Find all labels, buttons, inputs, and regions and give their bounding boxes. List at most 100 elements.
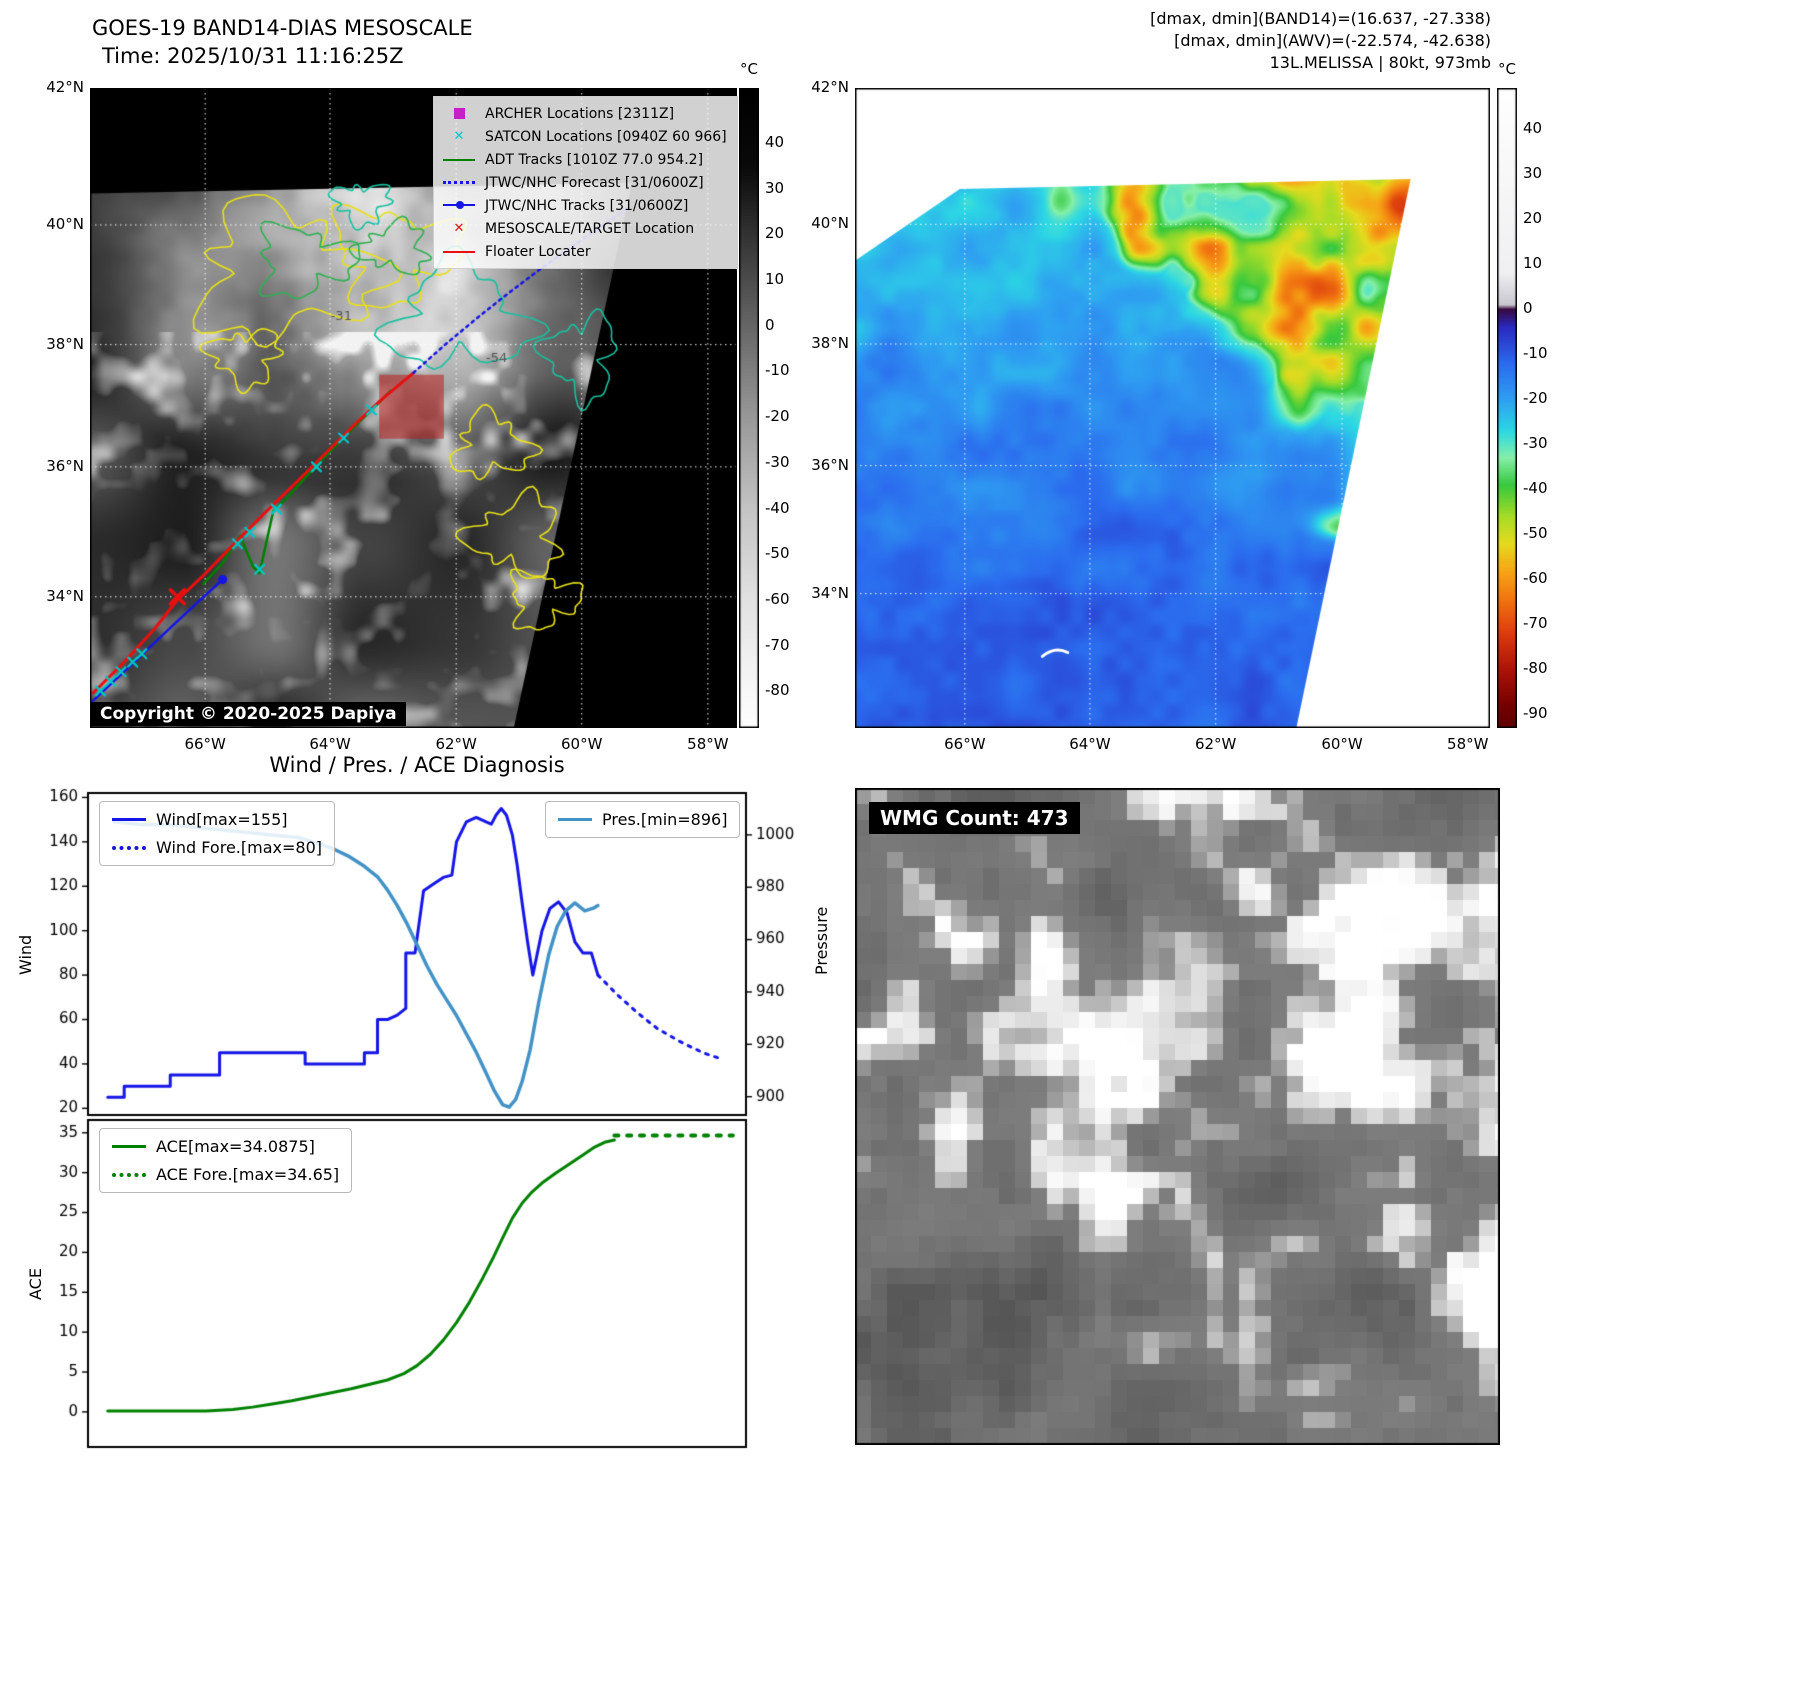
ace-axis-label: ACE [26, 1268, 45, 1300]
dotted-marker-icon [442, 181, 476, 184]
dmax-dmin-band14: [dmax, dmin](BAND14)=(16.637, -27.338) [1150, 9, 1491, 28]
pressure-axis-label: Pressure [812, 906, 831, 975]
awv-colorbar-tick: -50 [1523, 524, 1548, 543]
awv-colorbar-tick: -80 [1523, 659, 1548, 678]
ir-colorbar-tick: 0 [765, 315, 775, 334]
awv-colorbar-tick: -70 [1523, 614, 1548, 633]
storm-info-block: [dmax, dmin](BAND14)=(16.637, -27.338) [… [1150, 8, 1491, 74]
awv-lon-tick: 62°W [1194, 735, 1237, 753]
wmg-pixel-map [855, 788, 1500, 1445]
legend-item: Pres.[min=896] [558, 810, 727, 829]
awv-lon-tick: 60°W [1321, 735, 1363, 753]
ir-colorbar-tick: 20 [765, 224, 785, 243]
awv-colorbar-tick: 10 [1523, 253, 1543, 272]
legend-label: ARCHER Locations [2311Z] [485, 105, 675, 122]
legend-item: ACE[max=34.0875] [112, 1137, 339, 1156]
line-marker-icon [442, 250, 476, 253]
legend-item: ARCHER Locations [2311Z] [442, 104, 727, 123]
awv-lat-tick: 34°N [811, 583, 849, 602]
awv-colorbar-tick: -40 [1523, 479, 1548, 498]
pressure-legend: Pres.[min=896] [545, 801, 741, 838]
line-sample-icon [443, 158, 475, 161]
legend-label: SATCON Locations [0940Z 60 966] [485, 128, 727, 145]
ir-lon-tick: 66°W [184, 735, 226, 753]
line-sample-icon [112, 845, 146, 850]
line-marker-icon [442, 158, 476, 161]
ir-colorbar-tick: -50 [765, 544, 790, 563]
line-dot-sample-icon [443, 201, 475, 210]
copyright-label: Copyright © 2020-2025 Dapiya [91, 702, 406, 726]
ir-colorbar-tick: 30 [765, 178, 785, 197]
legend-label: ACE[max=34.0875] [156, 1137, 315, 1156]
legend-item: ACE Fore.[max=34.65] [112, 1165, 339, 1184]
ir-colorbar-tick: -60 [765, 590, 790, 608]
legend-label: JTWC/NHC Forecast [31/0600Z] [485, 174, 704, 191]
awv-colorbar-tick: -60 [1523, 569, 1548, 588]
ir-colorbar [739, 88, 759, 728]
ir-lat-tick: 42°N [46, 78, 84, 96]
awv-colorbar-tick: 20 [1523, 208, 1543, 227]
ir-lat-tick: 34°N [46, 586, 84, 605]
legend-item: Wind Fore.[max=80] [112, 838, 322, 857]
legend-item: Wind[max=155] [112, 810, 322, 829]
legend-label: ACE Fore.[max=34.65] [156, 1165, 340, 1184]
dotted-line-sample-icon [443, 181, 475, 184]
awv-colorbar-tick: -30 [1523, 434, 1548, 453]
dmax-dmin-awv: [dmax, dmin](AWV)=(-22.574, -42.638) [1174, 31, 1491, 50]
legend-item: JTWC/NHC Forecast [31/0600Z] [442, 173, 727, 192]
ir-colorbar-unit: °C [740, 60, 758, 78]
ir-lon-tick: 62°W [435, 735, 477, 753]
ir-colorbar-tick: -10 [765, 361, 790, 380]
awv-colorbar-tick: 30 [1523, 163, 1543, 182]
legend-item: ✕ SATCON Locations [0940Z 60 966] [442, 127, 727, 146]
legend-label: ADT Tracks [1010Z 77.0 954.2] [485, 151, 704, 168]
legend-label: Floater Locater [485, 243, 591, 260]
awv-colorbar-tick: 40 [1523, 118, 1543, 137]
archer-square-icon [453, 108, 465, 119]
ir-colorbar-tick: -80 [765, 681, 790, 700]
ir-lat-tick: 40°N [46, 214, 84, 233]
awv-colorbar-tick: -90 [1523, 704, 1548, 723]
awv-lon-tick: 66°W [944, 735, 986, 753]
line-sample-icon [443, 250, 475, 253]
legend-label: Pres.[min=896] [602, 810, 728, 829]
x-marker-icon: ✕ [453, 129, 465, 144]
legend-item: JTWC/NHC Tracks [31/0600Z] [442, 196, 727, 215]
awv-lon-tick: 58°W [1447, 735, 1489, 753]
wind-pressure-ace-chart [20, 780, 820, 1452]
awv-satellite-map [855, 88, 1490, 728]
x-marker-icon: ✕ [442, 130, 476, 143]
legend-item: Floater Locater [442, 242, 727, 261]
legend-label: JTWC/NHC Tracks [31/0600Z] [485, 197, 689, 214]
line-sample-icon [112, 1145, 146, 1148]
legend-label: Wind Fore.[max=80] [156, 838, 322, 857]
wind-legend: Wind[max=155] Wind Fore.[max=80] [99, 801, 335, 866]
ir-panel-subtitle: Time: 2025/10/31 11:16:25Z [102, 44, 404, 68]
wmg-count-label: WMG Count: 473 [869, 802, 1080, 834]
awv-lon-tick: 64°W [1069, 735, 1111, 753]
ir-colorbar-tick: 10 [765, 270, 785, 288]
ir-lat-tick: 38°N [46, 334, 84, 353]
x-marker-icon: ✕ [442, 222, 476, 235]
awv-lat-tick: 36°N [811, 455, 849, 474]
square-marker-icon [442, 108, 476, 119]
ir-panel-title: GOES-19 BAND14-DIAS MESOSCALE [92, 16, 473, 40]
ir-colorbar-tick: -40 [765, 498, 790, 517]
legend-label: Wind[max=155] [156, 810, 288, 829]
awv-colorbar-tick: -20 [1523, 388, 1548, 407]
awv-colorbar [1497, 88, 1517, 728]
x-marker-icon: ✕ [453, 221, 465, 236]
ir-lat-tick: 36°N [46, 456, 84, 475]
line-sample-icon [558, 818, 592, 821]
ir-lon-tick: 64°W [309, 735, 351, 753]
line-sample-icon [112, 818, 146, 821]
line-dot-marker-icon [442, 201, 476, 210]
ir-colorbar-tick: 40 [765, 132, 785, 151]
diagnosis-title: Wind / Pres. / ACE Diagnosis [269, 753, 565, 777]
legend-item: ADT Tracks [1010Z 77.0 954.2] [442, 150, 727, 169]
ir-lon-tick: 60°W [561, 735, 603, 753]
awv-colorbar-tick: 0 [1523, 298, 1533, 317]
wind-axis-label: Wind [16, 934, 35, 975]
legend-item: ✕ MESOSCALE/TARGET Location [442, 219, 727, 238]
